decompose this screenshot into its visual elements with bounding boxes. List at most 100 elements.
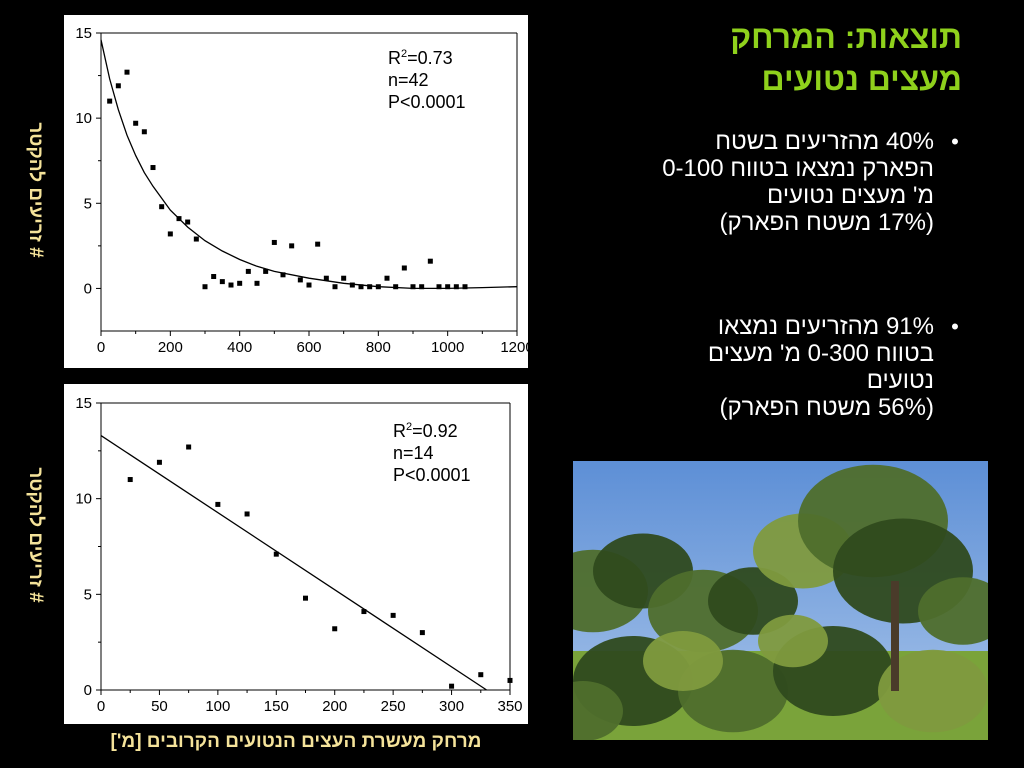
landscape-photo — [573, 461, 988, 740]
data-point — [280, 272, 286, 278]
data-point — [228, 282, 234, 288]
y-tick-label: 15 — [75, 25, 92, 42]
data-point — [107, 98, 113, 104]
data-point — [445, 284, 451, 290]
y-tick-label: 0 — [84, 682, 92, 699]
data-point — [401, 265, 407, 271]
foliage-shape — [758, 614, 828, 668]
data-point — [384, 275, 390, 281]
data-point — [211, 274, 217, 280]
n-label: n=14 — [393, 443, 434, 463]
data-point — [341, 275, 347, 281]
foliage-shape — [708, 567, 798, 635]
data-point — [507, 677, 513, 683]
x-tick-label: 1000 — [431, 339, 464, 356]
p-value-label: P<0.0001 — [393, 465, 471, 485]
data-point — [193, 236, 199, 242]
x-tick-label: 1200 — [500, 339, 528, 356]
chart-svg-top: 0 5 10 15 0 200 400 600 800 1000 1200 — [75, 25, 528, 356]
data-point — [297, 277, 303, 283]
data-point — [202, 284, 208, 290]
bullet-line: (56% משטח הפארק) — [719, 394, 934, 421]
y-tick-label: 10 — [75, 110, 92, 127]
x-tick-label: 0 — [97, 698, 105, 715]
tree-trunk — [891, 581, 899, 691]
y-axis-label-top: # זריעים להקטר — [25, 122, 46, 258]
y-axis-label-bottom: # זריעים להקטר — [25, 467, 46, 603]
x-tick-label: 50 — [151, 698, 168, 715]
fit-curve — [100, 39, 518, 290]
data-point — [273, 551, 279, 557]
data-point — [393, 284, 399, 290]
data-point — [150, 165, 156, 171]
y-tick-label: 5 — [84, 195, 92, 212]
data-point — [462, 284, 468, 290]
x-tick-label: 300 — [439, 698, 464, 715]
x-axis-label: מרחק מעשרת העצים הנטועים הקרובים [מ'] — [110, 731, 482, 752]
data-point — [185, 219, 191, 225]
data-point — [390, 612, 396, 618]
data-point — [167, 231, 173, 237]
data-point — [367, 284, 373, 290]
slide-title: תוצאות: המרחק מעצים נטועים — [542, 16, 962, 100]
x-tick-label: 400 — [227, 339, 252, 356]
x-tick-label: 100 — [205, 698, 230, 715]
foliage-shape — [643, 631, 723, 691]
bullet-item: • 91% מהזריעים נמצאו בטווח 0-300 מ' מעצי… — [556, 313, 976, 421]
x-tick-label: 150 — [264, 698, 289, 715]
fit-line — [100, 434, 487, 691]
r-squared-label: R2=0.92 — [393, 421, 458, 441]
data-point — [306, 282, 312, 288]
stats-annotation-top: R2=0.73 n=42 P<0.0001 — [388, 43, 466, 113]
data-point — [133, 120, 139, 126]
data-point — [427, 258, 433, 264]
foliage-shape — [573, 681, 623, 740]
data-point — [219, 279, 225, 285]
bullet-symbol: • — [951, 314, 959, 339]
data-point — [332, 626, 338, 632]
slide-title-line-1: תוצאות: המרחק — [730, 19, 962, 55]
p-value-label: P<0.0001 — [388, 92, 466, 112]
n-label: n=42 — [388, 70, 429, 90]
data-point — [186, 444, 192, 450]
data-point — [436, 284, 442, 290]
data-point — [323, 275, 329, 281]
x-tick-label: 200 — [158, 339, 183, 356]
x-tick-label: 350 — [497, 698, 522, 715]
data-point — [332, 284, 338, 290]
data-point — [215, 501, 221, 507]
data-point — [361, 609, 367, 615]
data-point — [419, 630, 425, 636]
planted-trees-photo — [573, 461, 988, 740]
data-point — [245, 268, 251, 274]
data-point — [127, 477, 133, 483]
data-point — [358, 284, 364, 290]
y-tick-label: 5 — [84, 586, 92, 603]
data-point — [375, 284, 381, 290]
data-point — [410, 284, 416, 290]
data-point — [124, 69, 130, 75]
data-point — [303, 595, 308, 601]
x-tick-label: 250 — [381, 698, 406, 715]
bullet-symbol: • — [951, 129, 959, 154]
x-tick-label: 800 — [366, 339, 391, 356]
data-point — [453, 284, 459, 290]
bullet-text: 91% מהזריעים נמצאו בטווח 0-300 מ' מעצים … — [556, 313, 934, 421]
x-tick-label: 0 — [97, 339, 105, 356]
data-point — [176, 216, 182, 222]
bullet-line: (17% משטח הפארק) — [719, 209, 934, 236]
data-point — [244, 511, 250, 517]
data-point — [478, 672, 484, 678]
foliage-shape — [878, 649, 988, 733]
data-point — [315, 241, 321, 247]
slide-title-line-2: מעצים נטועים — [761, 61, 962, 97]
data-point — [115, 83, 121, 89]
y-tick-label: 15 — [75, 395, 92, 412]
data-point — [141, 129, 147, 135]
data-point — [159, 204, 165, 210]
data-point — [156, 459, 162, 465]
bullet-text: 40% מהזריעים בשטח הפארק נמצאו בטווח 0-10… — [556, 128, 934, 236]
bullet-line: 91% מהזריעים נמצאו — [717, 313, 934, 340]
x-tick-label: 200 — [322, 698, 347, 715]
